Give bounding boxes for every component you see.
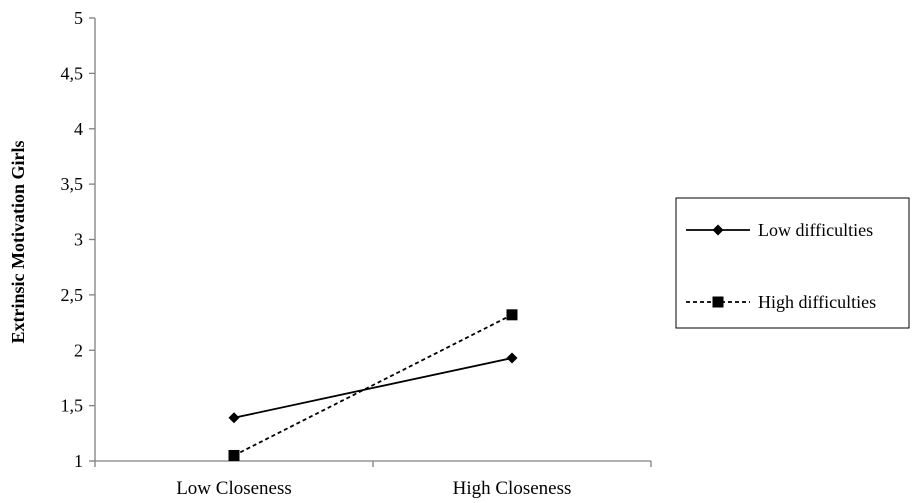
y-tick-label: 3,5 — [61, 174, 84, 194]
legend-entry: Low difficulties — [686, 220, 873, 240]
y-tick-label: 1,5 — [61, 396, 84, 416]
legend-label: High difficulties — [758, 292, 876, 312]
y-axis-title: Extrinsic Motivation Girls — [8, 141, 28, 344]
legend-entry: High difficulties — [686, 292, 876, 312]
series-group — [228, 309, 518, 461]
data-point-diamond — [712, 224, 724, 236]
y-tick-label: 5 — [74, 8, 83, 28]
axes — [94, 18, 651, 462]
series-line — [233, 314, 513, 457]
legend-label: Low difficulties — [758, 220, 873, 240]
x-category-label: Low Closeness — [176, 478, 292, 499]
y-tick-label: 2,5 — [61, 285, 84, 305]
data-point-diamond — [228, 412, 240, 424]
data-point-diamond — [506, 352, 518, 364]
data-point-square — [712, 296, 724, 308]
x-ticks: Low Closeness High Closeness — [94, 461, 652, 499]
series-high-difficulties — [228, 309, 518, 461]
series-low-difficulties — [228, 352, 518, 424]
y-tick-label: 2 — [74, 340, 83, 360]
legend: Low difficulties High difficulties — [675, 197, 910, 329]
x-category-label: High Closeness — [453, 478, 572, 499]
y-tick-label: 4,5 — [61, 63, 84, 83]
y-tick-label: 3 — [74, 230, 83, 250]
y-tick-label: 1 — [74, 451, 83, 471]
y-ticks: 1 1,5 2 2,5 3 3,5 4 4,5 5 — [61, 8, 95, 471]
data-point-square — [506, 309, 518, 321]
y-tick-label: 4 — [74, 119, 83, 139]
series-line — [233, 357, 513, 419]
data-point-square — [228, 449, 240, 461]
